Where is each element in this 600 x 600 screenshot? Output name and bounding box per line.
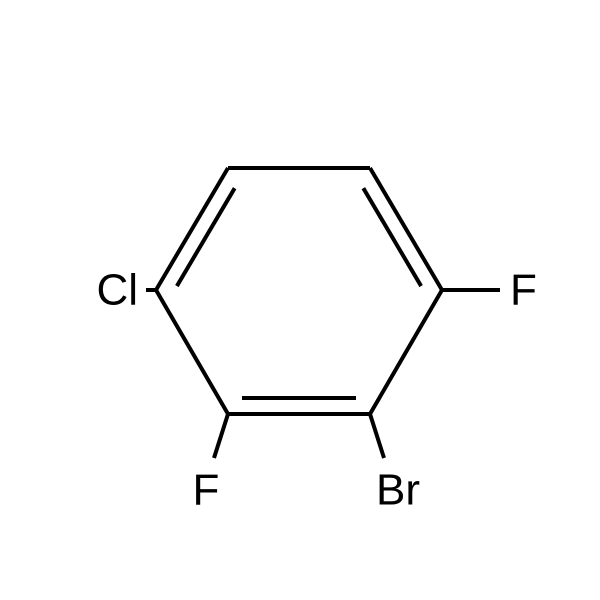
ring-bond [370,168,442,290]
ring-bond [156,168,228,290]
ring-bond [156,290,228,414]
atom-label-f_bl: F [193,466,220,515]
atom-label-f_r: F [510,266,537,315]
atom-label-br: Br [376,466,420,515]
substituent-bond-f_bl [214,414,228,458]
atom-label-cl: Cl [96,266,138,315]
substituent-bond-br [370,414,384,458]
ring-bond [370,290,442,414]
